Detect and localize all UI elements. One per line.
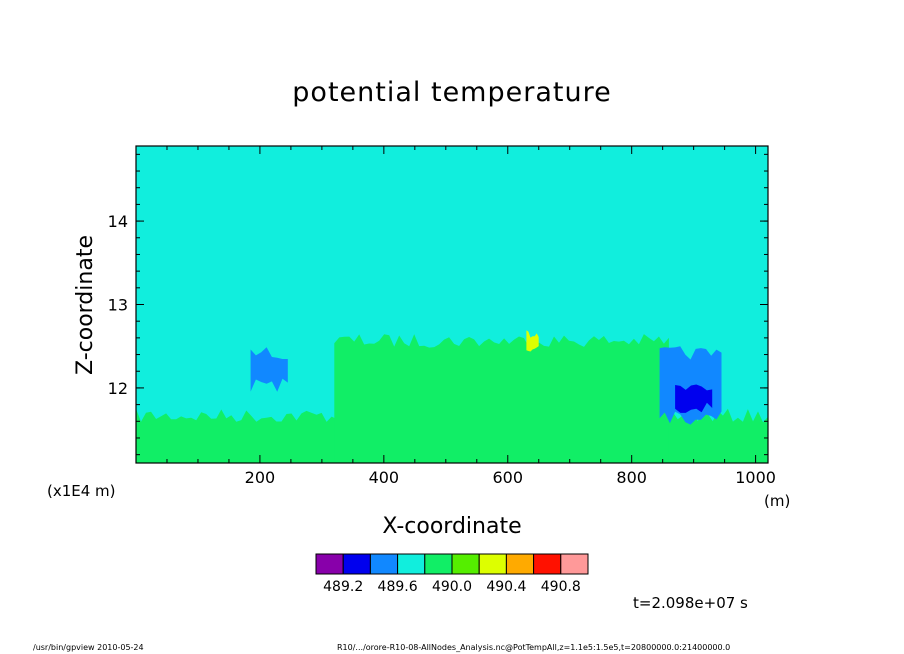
time-annotation: t=2.098e+07 s	[633, 594, 748, 612]
x-tick-label: 200	[245, 468, 276, 487]
y-tick-label: 14	[108, 212, 128, 231]
colorbar-label: 489.6	[378, 579, 418, 595]
footer-source: R10/.../orore-R10-08-AllNodes_Analysis.n…	[337, 643, 731, 652]
colorbar-swatch	[369, 553, 399, 575]
colorbar-swatch	[424, 553, 453, 575]
x-tick-label: 600	[492, 468, 523, 487]
contour-region-489-2	[675, 384, 713, 413]
colorbar-label: 490.0	[432, 579, 472, 595]
x-tick-label: 800	[616, 468, 647, 487]
colorbar-swatch	[397, 553, 426, 575]
chart-title: potential temperature	[292, 77, 612, 108]
contour-region-490-0	[334, 334, 669, 463]
colorbar-swatch	[533, 553, 562, 575]
colorbar-label: 489.2	[323, 579, 363, 595]
x-tick-label: 1000	[735, 468, 776, 487]
x-axis-label: X-coordinate	[382, 514, 522, 539]
colorbar-swatch	[315, 553, 344, 575]
y-axis-unit: (x1E4 m)	[47, 482, 116, 500]
axis-layer: 200 400 600 800 1000 12 13 14	[108, 145, 776, 487]
footer-program-date: /usr/bin/gpview 2010-05-24	[33, 643, 144, 652]
colorbar: 489.2 489.6 490.0 490.4 490.8	[315, 553, 589, 595]
contour-region-489-6	[250, 347, 288, 392]
colorbar-label: 490.4	[486, 579, 526, 595]
colorbar-swatch	[478, 553, 507, 575]
colorbar-swatch	[505, 553, 535, 575]
colorbar-swatch	[451, 553, 480, 575]
colorbar-swatch	[342, 553, 371, 575]
y-tick-label: 13	[108, 296, 128, 315]
colorbar-label: 490.8	[541, 579, 581, 595]
contour-region-490-2	[526, 330, 539, 352]
x-axis-unit: (m)	[764, 492, 791, 510]
contour-region-489-6	[659, 346, 722, 425]
y-tick-label: 12	[108, 379, 128, 398]
contour-fill-layer	[136, 146, 768, 463]
x-tick-label: 400	[369, 468, 400, 487]
colorbar-swatch	[560, 553, 589, 575]
